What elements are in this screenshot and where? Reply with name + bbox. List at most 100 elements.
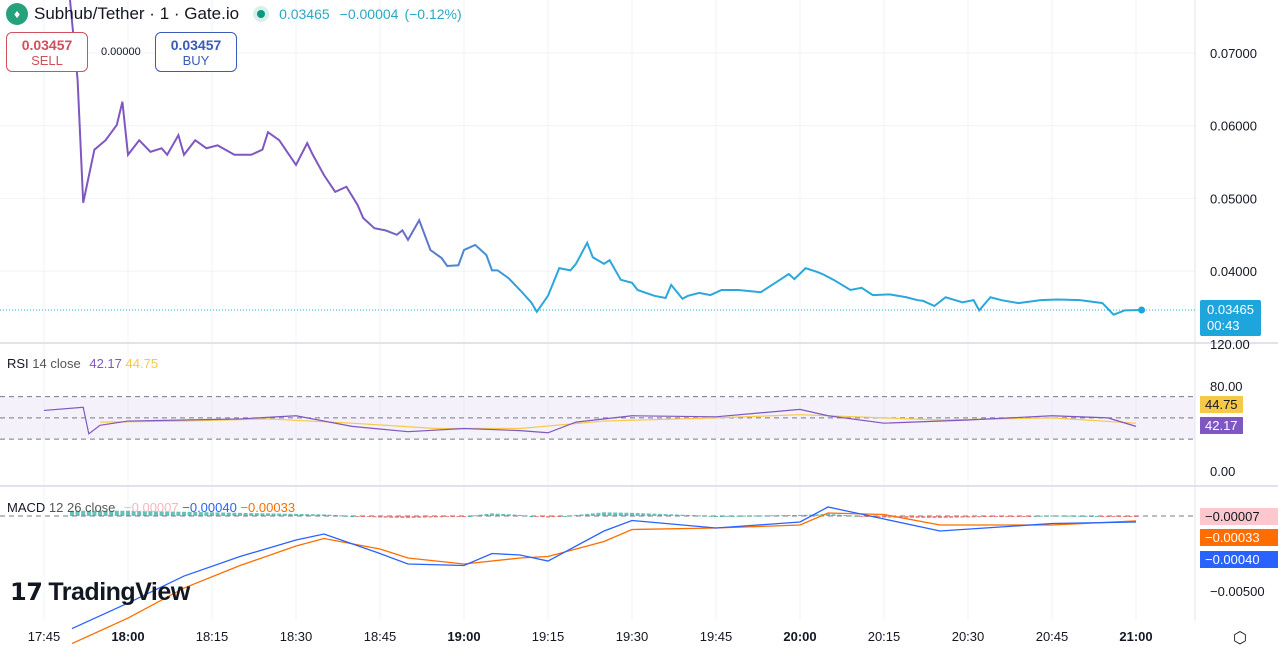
macd-histogram-bar xyxy=(557,516,562,517)
macd-histogram-bar xyxy=(859,516,864,517)
time-axis-label: 20:00 xyxy=(783,629,816,644)
macd-histogram-bar xyxy=(445,516,450,517)
macd-histogram-bar xyxy=(428,516,433,518)
time-axis-label: 18:00 xyxy=(111,629,144,644)
time-axis-label: 20:15 xyxy=(868,629,901,644)
macd-histogram-bar xyxy=(350,516,354,517)
macd-histogram-bar xyxy=(394,516,399,518)
macd-histogram-bar xyxy=(495,513,500,516)
macd-histogram-bar xyxy=(764,515,769,517)
macd-histogram-bar xyxy=(1005,516,1010,517)
buy-label: BUY xyxy=(182,53,210,68)
macd-histogram-bar xyxy=(154,511,158,516)
macd-histogram-bar xyxy=(1094,515,1099,517)
macd-histogram-bar xyxy=(691,515,696,517)
macd-histogram-bar xyxy=(1089,515,1094,517)
macd-histogram-bar xyxy=(1122,516,1127,517)
macd-histogram-bar xyxy=(742,515,746,517)
macd-histogram-bar xyxy=(1010,516,1015,517)
macd-histogram-bar xyxy=(949,516,954,518)
time-axis-label: 19:30 xyxy=(616,629,649,644)
macd-histogram-bar xyxy=(770,515,774,517)
macd-histogram-bar xyxy=(204,512,209,516)
buy-button[interactable]: 0.03457 BUY xyxy=(155,32,237,72)
macd-histogram-bar xyxy=(848,515,853,517)
macd-histogram-bar xyxy=(98,510,102,516)
macd-histogram-bar xyxy=(176,511,181,516)
macd-histogram-bar xyxy=(792,515,797,517)
macd-histogram-bar xyxy=(277,513,282,516)
macd-histogram-bar xyxy=(232,512,237,516)
macd-histogram-bar xyxy=(372,516,377,518)
macd-histogram-bar xyxy=(943,516,948,518)
last-price-dot xyxy=(1138,306,1146,314)
rsi-legend[interactable]: RSI 14 close 42.17 44.75 xyxy=(7,356,158,371)
macd-histogram-bar xyxy=(579,514,584,516)
macd-histogram-bar xyxy=(714,516,718,517)
brand-name: TradingView xyxy=(48,578,190,606)
tradingview-mark-icon: 𝟭𝟳 xyxy=(10,579,43,606)
macd-histogram-bar xyxy=(484,514,489,516)
macd-histogram-bar xyxy=(316,514,321,516)
macd-histogram-bar xyxy=(736,515,741,517)
macd-histogram-bar xyxy=(887,516,892,518)
sell-price: 0.03457 xyxy=(21,37,73,53)
macd-legend[interactable]: MACD 12 26 close −0.00007 −0.00040 −0.00… xyxy=(7,500,295,515)
tradingview-logo[interactable]: 𝟭𝟳 TradingView xyxy=(10,578,190,607)
macd-histogram-bar xyxy=(226,512,231,516)
time-axis-label: 19:15 xyxy=(532,629,565,644)
rsi-axis-label: 80.00 xyxy=(1210,379,1243,394)
macd-histogram-bar xyxy=(775,515,780,517)
macd-histogram-bar xyxy=(299,514,304,516)
macd-histogram-bar xyxy=(103,510,108,516)
macd-histogram-bar xyxy=(999,516,1004,517)
macd-signal-line xyxy=(71,512,1137,645)
macd-histogram-bar xyxy=(1111,516,1116,517)
macd-histogram-bar xyxy=(165,511,170,516)
macd-histogram-bar xyxy=(221,512,226,516)
symbol-title[interactable]: Subhub/Tether · 1 · Gate.io xyxy=(34,4,240,23)
macd-histogram-bar xyxy=(842,515,847,517)
rsi-ma-value: 44.75 xyxy=(125,356,159,371)
rsi-params: 14 close xyxy=(32,356,81,371)
macd-histogram-bar xyxy=(781,515,786,517)
macd-histogram-bar xyxy=(198,512,203,516)
macd-histogram-bar xyxy=(837,514,842,516)
macd-histogram-bar xyxy=(546,516,550,518)
sell-button[interactable]: 0.03457 SELL xyxy=(6,32,88,72)
macd-histogram-bar xyxy=(831,514,836,516)
macd-histogram-bar xyxy=(898,516,903,518)
macd-histogram-bar xyxy=(193,512,198,516)
macd-histogram-bar xyxy=(170,511,175,516)
macd-histogram-bar xyxy=(114,510,119,516)
macd-histogram-bar xyxy=(417,516,422,518)
time-axis-label: 19:00 xyxy=(447,629,480,644)
macd-value: −0.00040 xyxy=(182,500,237,515)
macd-histogram-bar xyxy=(92,510,97,516)
macd-histogram-bar xyxy=(590,513,595,516)
macd-histogram-bar xyxy=(327,514,332,516)
macd-histogram-bar xyxy=(439,516,444,518)
tether-logo-icon: ♦ xyxy=(6,3,28,25)
symbol-header: ♦ Subhub/Tether · 1 · Gate.io 0.03465 −0… xyxy=(6,3,462,25)
macd-histogram-bar xyxy=(249,513,254,516)
time-axis-label: 17:45 xyxy=(28,629,61,644)
gear-hexagon-icon[interactable]: ⬡ xyxy=(1233,630,1247,647)
macd-histogram-bar xyxy=(697,515,702,517)
price-axis-tag: 0.03465 00:43 xyxy=(1200,300,1261,336)
macd-histogram-bar xyxy=(646,513,651,516)
rsi-axis-label: 120.00 xyxy=(1210,337,1250,352)
macd-histogram-bar xyxy=(1078,515,1082,517)
macd-title: MACD xyxy=(7,500,46,515)
macd-histogram-bar xyxy=(702,515,707,517)
macd-histogram-bar xyxy=(1050,515,1054,517)
macd-histogram-bar xyxy=(602,512,606,516)
macd-histogram-bar xyxy=(70,510,74,516)
rsi-title: RSI xyxy=(7,356,29,371)
macd-histogram-bar xyxy=(876,516,881,518)
macd-histogram-bar xyxy=(512,514,517,516)
macd-tag: −0.00040 xyxy=(1200,551,1278,568)
macd-histogram-bar xyxy=(75,510,80,516)
macd-histogram-bar xyxy=(658,513,662,516)
